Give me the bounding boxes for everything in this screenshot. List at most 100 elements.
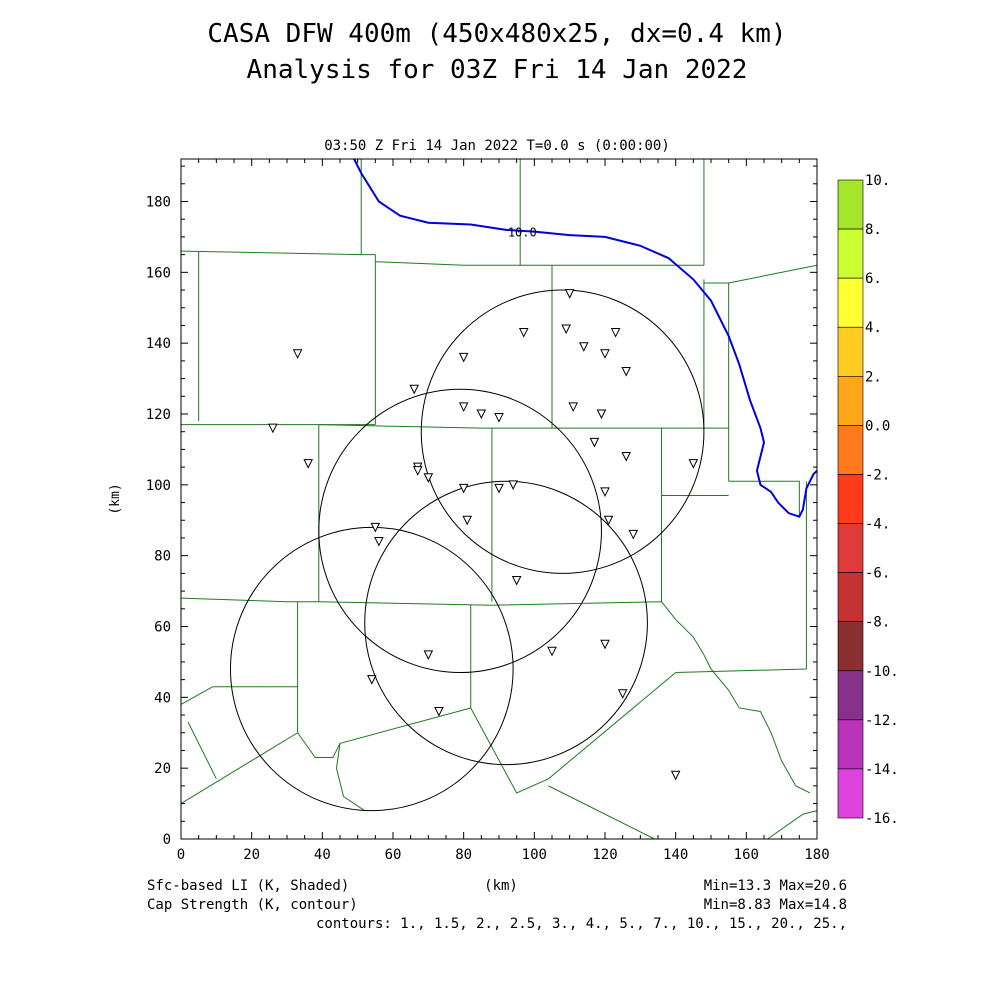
- colorbar-label: 2.: [865, 369, 882, 385]
- colorbar-label: 8.: [865, 222, 882, 238]
- colorbar-label: 4.: [865, 320, 882, 336]
- shaded-stats: Min=13.3 Max=20.6: [704, 878, 847, 894]
- county-line: [728, 480, 800, 517]
- county-line: [548, 785, 655, 840]
- colorbar-segment: [837, 277, 864, 328]
- station-marker: [494, 413, 504, 423]
- colorbar-segment: [837, 179, 864, 230]
- colorbar-segment: [837, 425, 864, 475]
- radar-range-rings: [229, 289, 705, 812]
- station-marker: [561, 324, 571, 335]
- colorbar: 10. 8. 6. 4. 2. 0.0 -2. -4. -6. -8. -10. -12. -14. -1…: [837, 173, 899, 827]
- station-marker: [462, 515, 473, 526]
- station-marker: [458, 483, 469, 494]
- station-marker: [366, 675, 377, 685]
- colorbar-segment: [837, 326, 864, 377]
- x-tick-label: 40: [314, 847, 331, 863]
- colorbar-label: -16.: [865, 811, 899, 827]
- contour-field-label: Cap Strength (K, contour): [147, 897, 358, 913]
- colorbar-label: 10.: [865, 173, 890, 189]
- y-axis: 0 20 40 60 80 100 120 140 160 180: [146, 165, 817, 848]
- station-marker: [458, 402, 469, 413]
- station-marker: [621, 367, 632, 377]
- county-line: [180, 250, 362, 256]
- colorbar-segment: [837, 670, 864, 721]
- colorbar-label: -4.: [865, 517, 890, 533]
- station-marker: [670, 770, 681, 781]
- y-axis-label: (km): [108, 483, 123, 514]
- title-line-1: CASA DFW 400m (450x480x25, dx=0.4 km): [207, 19, 786, 49]
- y-tick-label: 100: [146, 478, 171, 494]
- x-tick-label: 100: [522, 847, 547, 863]
- station-marker: [600, 487, 610, 498]
- station-marker: [628, 529, 639, 540]
- station-marker: [617, 689, 628, 699]
- colorbar-segment: [837, 621, 864, 672]
- radar-range-ring: [229, 526, 514, 812]
- y-tick-label: 80: [154, 549, 171, 565]
- station-marker: [434, 707, 444, 717]
- x-axis-label: (km): [484, 878, 518, 894]
- x-tick-label: 120: [592, 847, 617, 863]
- county-line: [470, 672, 676, 794]
- station-marker: [268, 423, 278, 434]
- y-tick-label: 160: [146, 265, 171, 281]
- station-marker: [423, 650, 434, 660]
- station-marker: [508, 480, 518, 490]
- contour-stats: Min=8.83 Max=14.8: [704, 897, 847, 913]
- county-line: [318, 424, 729, 429]
- station-marker: [547, 646, 557, 657]
- colorbar-segment: [837, 523, 864, 573]
- radar-stations: [268, 289, 699, 781]
- station-marker: [370, 522, 381, 533]
- county-line: [675, 668, 807, 674]
- station-marker: [374, 537, 384, 547]
- county-line: [180, 597, 288, 603]
- colorbar-label: -14.: [865, 762, 899, 778]
- county-line: [335, 743, 366, 812]
- station-marker: [568, 402, 579, 413]
- y-tick-label: 140: [146, 336, 171, 352]
- station-marker: [292, 349, 303, 359]
- station-marker: [603, 515, 614, 526]
- shaded-field-label: Sfc-based LI (K, Shaded): [147, 878, 349, 894]
- y-tick-label: 0: [163, 832, 171, 848]
- y-tick-label: 40: [154, 690, 171, 706]
- station-marker: [511, 575, 522, 586]
- station-marker: [518, 328, 529, 338]
- x-tick-label: 0: [177, 847, 185, 863]
- plot-area: 10.0 0 20 40 60 80 100 120 140 160 180 0 20 40 60 80 1…: [108, 158, 830, 863]
- station-marker: [303, 459, 314, 469]
- county-line: [767, 810, 818, 840]
- colorbar-label: -12.: [865, 713, 899, 729]
- plot-subtitle: 03:50 Z Fri 14 Jan 2022 T=0.0 s (0:00:00…: [324, 138, 670, 154]
- contour-line-10: [353, 158, 818, 518]
- county-line: [375, 261, 552, 266]
- station-marker: [412, 466, 423, 476]
- county-boundaries: [180, 159, 818, 840]
- y-tick-label: 20: [154, 761, 171, 777]
- x-tick-label: 180: [804, 847, 829, 863]
- station-marker: [494, 483, 504, 494]
- station-marker: [578, 342, 589, 352]
- county-line: [297, 707, 471, 759]
- y-tick-label: 180: [146, 195, 171, 211]
- colorbar-segment: [837, 719, 864, 770]
- colorbar-segment: [837, 768, 864, 819]
- x-tick-label: 140: [663, 847, 688, 863]
- colorbar-label: 0.0: [865, 418, 890, 434]
- station-marker: [589, 437, 600, 448]
- county-line: [703, 264, 818, 284]
- county-line: [180, 732, 298, 805]
- station-marker: [600, 639, 610, 650]
- plot-frame: [180, 158, 818, 840]
- radar-range-ring: [364, 480, 648, 766]
- colorbar-label: -10.: [865, 664, 899, 680]
- station-marker: [476, 409, 487, 420]
- radar-range-ring: [318, 388, 602, 674]
- station-marker: [596, 409, 607, 420]
- station-marker: [458, 352, 469, 363]
- colorbar-label: -2.: [865, 467, 890, 483]
- station-marker: [621, 452, 632, 462]
